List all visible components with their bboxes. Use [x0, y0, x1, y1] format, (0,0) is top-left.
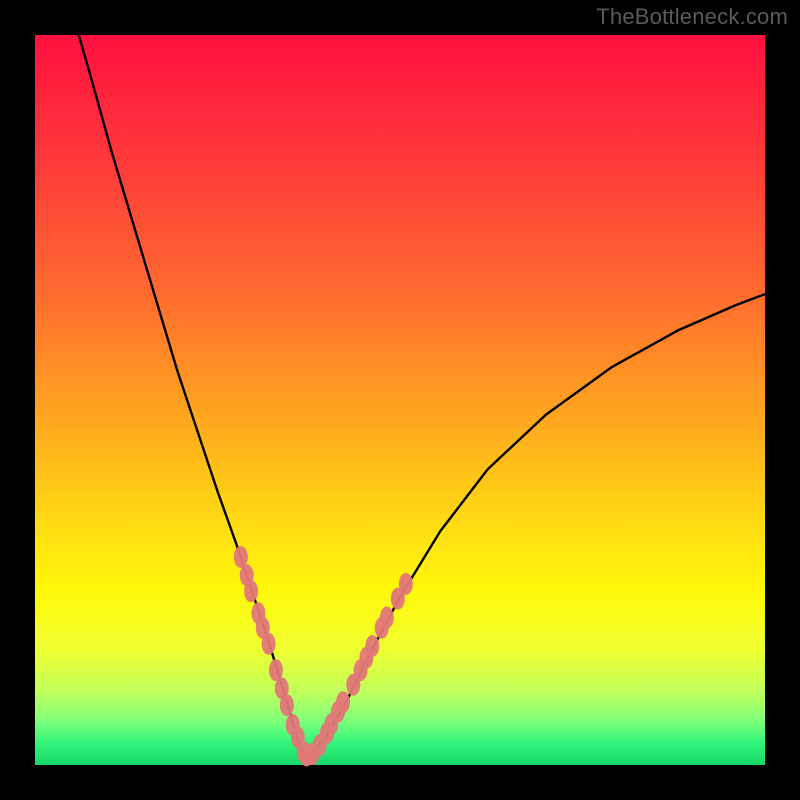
data-marker — [380, 607, 394, 629]
data-marker — [262, 633, 276, 655]
bottleneck-curve-chart — [0, 0, 800, 800]
watermark-text: TheBottleneck.com — [596, 4, 788, 30]
data-marker — [365, 635, 379, 657]
data-marker — [336, 691, 350, 713]
plot-background — [35, 35, 765, 765]
data-marker — [244, 580, 258, 602]
data-marker — [280, 694, 294, 716]
data-marker — [399, 573, 413, 595]
